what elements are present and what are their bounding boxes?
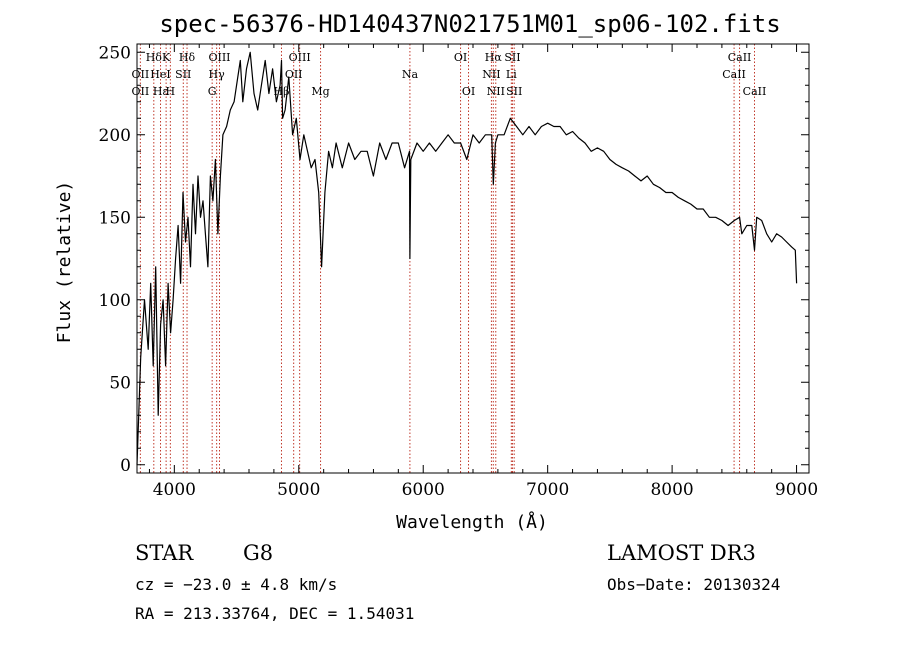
- marker-label: OII: [285, 68, 303, 81]
- x-axis-label: Wavelength (Å): [396, 511, 548, 533]
- marker-label: OIII: [208, 51, 230, 64]
- marker-label: OI: [462, 85, 475, 98]
- marker-label: K: [162, 51, 171, 64]
- object-class: STAR: [135, 541, 194, 565]
- marker-label: Mg: [311, 85, 329, 98]
- marker-label: OII: [132, 85, 150, 98]
- y-tick-label: 150: [99, 208, 131, 228]
- marker-label: Hα: [485, 51, 503, 64]
- marker-label: CaII: [722, 68, 746, 81]
- obs-date-readout: Obs−Date: 20130324: [607, 575, 780, 594]
- marker-label: Na: [402, 68, 419, 81]
- y-tick-label: 50: [109, 373, 131, 393]
- x-tick-label: 8000: [650, 480, 693, 500]
- spectral-line-markers: [139, 44, 755, 473]
- y-axis-label: Flux (relative): [54, 181, 75, 344]
- marker-label: OI: [454, 51, 467, 64]
- y-tick-label: 200: [99, 126, 131, 146]
- marker-label: NII: [487, 85, 505, 98]
- marker-label: NII: [482, 68, 500, 81]
- marker-label: SII: [175, 68, 191, 81]
- y-tick-label: 250: [99, 43, 131, 63]
- redshift-readout: cz = −23.0 ± 4.8 km/s: [135, 575, 337, 594]
- y-axis: 0 50 100 150 200 250: [99, 43, 809, 476]
- marker-label: SII: [504, 51, 520, 64]
- plot-frame: [136, 43, 810, 474]
- marker-label: Hδ: [179, 51, 196, 64]
- marker-label: CaII: [743, 85, 767, 98]
- marker-label: CaII: [728, 51, 752, 64]
- x-tick-label: 7000: [526, 480, 569, 500]
- marker-label: OII: [132, 68, 150, 81]
- marker-label: Hε: [153, 85, 169, 98]
- chart-title: spec-56376-HD140437N021751M01_sp06-102.f…: [159, 10, 780, 38]
- marker-label: Li: [506, 68, 517, 81]
- x-tick-label: 4000: [153, 480, 196, 500]
- survey-name: LAMOST DR3: [607, 541, 756, 565]
- x-axis: 4000 5000 6000 7000 8000 9000: [148, 44, 818, 500]
- y-tick-label: 0: [120, 456, 131, 476]
- marker-label: G: [208, 85, 217, 98]
- marker-label: OIII: [289, 51, 311, 64]
- marker-label: Hγ: [209, 68, 226, 81]
- spectrum-series-line: [136, 51, 798, 465]
- x-tick-label: 6000: [402, 480, 445, 500]
- marker-label: HeI: [150, 68, 170, 81]
- marker-label: H: [166, 85, 176, 98]
- spectral-subclass: G8: [243, 541, 273, 565]
- x-tick-label: 5000: [277, 480, 320, 500]
- marker-label: Hδ: [146, 51, 163, 64]
- x-tick-label: 9000: [775, 480, 818, 500]
- y-tick-label: 100: [99, 291, 131, 311]
- coordinates-readout: RA = 213.33764, DEC = 1.54031: [135, 604, 414, 623]
- marker-label: SII: [506, 85, 522, 98]
